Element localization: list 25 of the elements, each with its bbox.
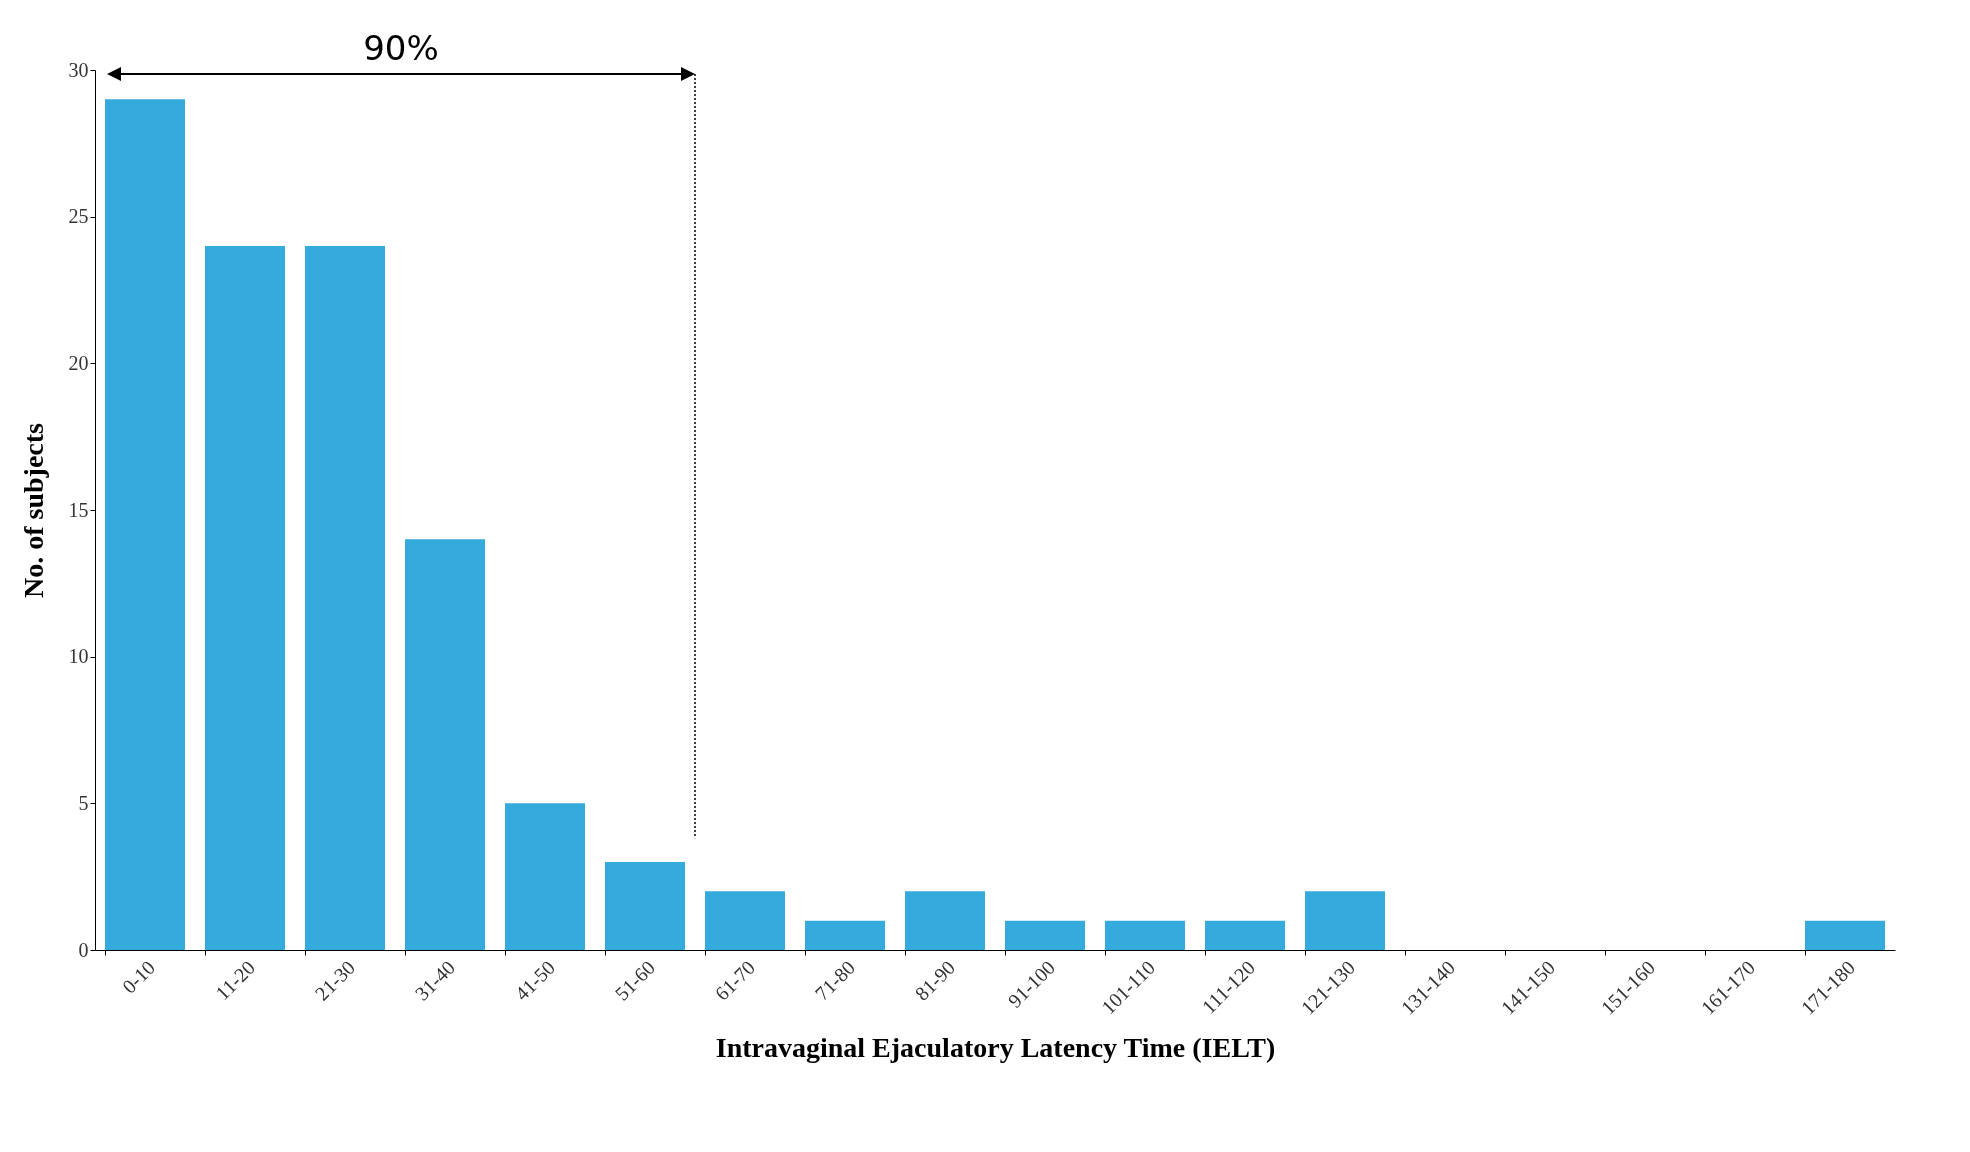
x-tick-label: 0-10	[117, 956, 160, 998]
y-tick-label: 5	[78, 791, 89, 814]
bar	[1105, 920, 1185, 950]
bar	[1005, 920, 1085, 950]
bar	[405, 539, 485, 950]
y-tick-label: 30	[68, 58, 89, 81]
x-axis-title: Intravaginal Ejaculatory Latency Time (IELT)	[715, 1031, 1276, 1063]
bar	[205, 246, 285, 950]
y-tick-label: 0	[78, 938, 89, 961]
bar	[805, 920, 885, 950]
y-tick-label: 10	[68, 645, 89, 668]
bar	[905, 891, 985, 950]
y-axis-title: No. of subjects	[17, 422, 49, 598]
bar	[605, 862, 685, 950]
text: 90%	[363, 28, 439, 68]
bar	[1805, 920, 1885, 950]
bar	[1205, 920, 1285, 950]
bar	[305, 246, 385, 950]
y-tick-label: 15	[68, 498, 89, 521]
bar	[1305, 891, 1385, 950]
bar	[505, 803, 585, 950]
bar	[705, 891, 785, 950]
bar	[105, 99, 185, 950]
y-tick-label: 20	[68, 351, 89, 374]
y-tick-label: 25	[68, 205, 89, 228]
